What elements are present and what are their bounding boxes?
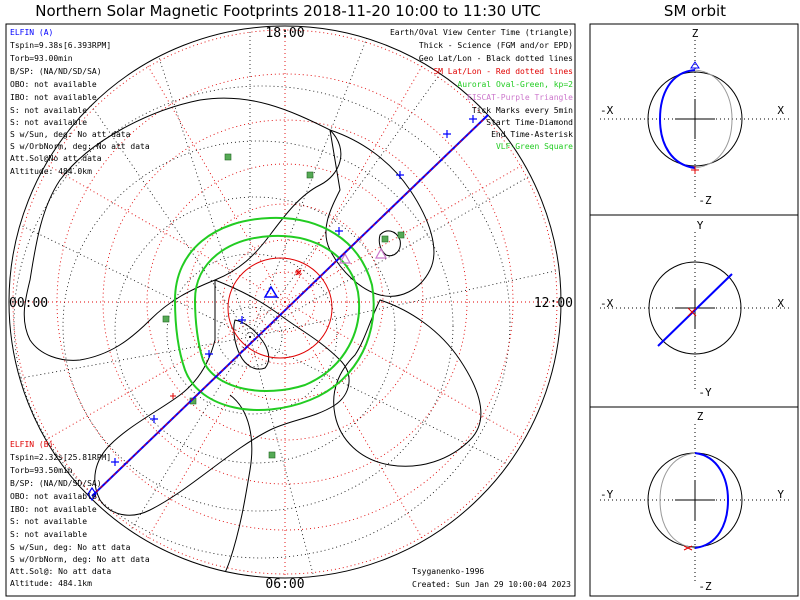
elfin-a-orbit <box>657 273 733 347</box>
axis-label-top: Z <box>697 410 704 423</box>
elfin-b-line: S w/Sun, deg: No att data <box>10 543 131 552</box>
elfin-a-line: Tspin=9.38s[6.393RPM] <box>10 41 111 50</box>
elfin-a-line: Torb=93.00min <box>10 54 73 63</box>
axis-label-right: X <box>777 297 784 310</box>
axis-label-left: -X <box>600 297 614 310</box>
elfin-a-tick-marks <box>111 115 477 466</box>
elfin-b-end-asterisk <box>295 269 302 276</box>
elfin-b-line: S: not available <box>10 517 87 526</box>
geo-lat-grid <box>13 85 511 559</box>
legend-entry: Start Time-Diamond <box>486 118 573 127</box>
eiscat-markers <box>338 247 388 264</box>
orbit-panel-yz: Z -Z -Y Y <box>600 410 790 593</box>
orbit-panel-xy: Y -Y -X X <box>600 219 790 399</box>
elfin-a-orbit <box>658 69 696 169</box>
elfin-b-line: S: not available <box>10 530 87 539</box>
orbit-title: SM orbit <box>664 2 726 20</box>
vlf-squares <box>162 153 405 459</box>
legend-entry: Tick Marks every 5min <box>472 106 573 115</box>
axis-label-right: Y <box>777 488 784 501</box>
created-timestamp: Created: Sun Jan 29 10:00:04 2023 <box>412 580 571 589</box>
elfin-a-line: IBO: not available <box>10 93 97 102</box>
legend-entry: Earth/Oval View Center Time (triangle) <box>390 28 573 37</box>
elfin-b-line: IBO: not available <box>10 505 97 514</box>
orbit-panel-xz: Z -Z -X X <box>600 27 790 207</box>
sm-pole-oval <box>227 257 333 359</box>
legend-entry: End Time-Asterisk <box>491 130 573 139</box>
auroral-oval <box>173 216 375 411</box>
orbit-frame <box>589 23 799 597</box>
elfin-a-orbit <box>694 452 730 549</box>
elfin-a-line: OBO: not available <box>10 80 97 89</box>
axis-label-left: -X <box>600 104 614 117</box>
legend-entry: Auroral Oval-Green, kp=2 <box>457 80 573 89</box>
axis-label-bottom: -Y <box>698 386 712 399</box>
elfin-a-center-triangle <box>263 285 279 298</box>
legend-entry: Thick - Science (FGM and/or EPD) <box>419 41 573 50</box>
elfin-b-line: B/SP: (NA/ND/SD/SA) <box>10 479 102 488</box>
axis-label-left: -Y <box>600 488 614 501</box>
elfin-b-name: ELFIN (B) <box>10 440 53 449</box>
coastlines <box>23 97 482 578</box>
model-credit: Tsyganenko-1996 <box>412 567 484 576</box>
legend-entry: SM Lat/Lon - Red dotted lines <box>433 67 573 76</box>
elfin-b-line: S w/OrbNorm, deg: No att data <box>10 555 150 564</box>
elfin-a-line: S w/OrbNorm, deg: No att data <box>10 142 150 151</box>
legend: Earth/Oval View Center Time (triangle) T… <box>390 28 573 151</box>
orbit-far-side <box>659 452 696 549</box>
elfin-a-line: S: not available <box>10 118 87 127</box>
elfin-b-line: Altitude: 484.1km <box>10 579 92 588</box>
axis-label-bottom: -Z <box>698 580 712 593</box>
elfin-b-line: Att.Sol@: No att data <box>10 567 111 576</box>
legend-entry: EISCAT-Purple Triangle <box>467 93 573 102</box>
elfin-b-track <box>95 117 486 493</box>
elfin-b-line: Torb=93.50min <box>10 466 73 475</box>
earth-circle <box>648 261 742 355</box>
sm-lon-grid <box>9 26 561 578</box>
axis-label-bottom: -Z <box>698 194 712 207</box>
mlt-label-left: 00:00 <box>9 296 48 311</box>
mlt-label-bottom: 06:00 <box>265 577 304 592</box>
axis-label-top: Z <box>692 27 699 40</box>
elfin-a-line: S: not available <box>10 106 87 115</box>
elfin-a-line: Altitude: 484.0km <box>10 167 92 176</box>
mlt-label-right: 12:00 <box>534 296 573 311</box>
elfin-a-start-diamond <box>87 486 97 502</box>
orbit-end-marker <box>691 166 699 174</box>
orbit-start-marker <box>690 61 700 69</box>
elfin-a-line: Att.Sol@No att data <box>10 154 102 163</box>
orbit-end-marker <box>687 307 697 317</box>
page-title: Northern Solar Magnetic Footprints 2018-… <box>35 2 540 20</box>
elfin-a-info: ELFIN (A) Tspin=9.38s[6.393RPM] Torb=93.… <box>10 28 150 176</box>
orbit-far-side <box>694 69 733 169</box>
elfin-a-track-line <box>91 114 489 497</box>
elfin-b-line: OBO: not available <box>10 492 97 501</box>
legend-entry: Geo Lat/Lon - Black dotted lines <box>419 54 573 63</box>
orbit-end-marker <box>683 545 693 551</box>
geo-lon-grid <box>9 29 561 578</box>
map-frame <box>5 23 576 597</box>
legend-entry: VLF-Green Square <box>496 142 573 151</box>
axis-label-right: X <box>777 104 784 117</box>
elfin-b-info: ELFIN (B) Tspin=2.32s[25.81RPM] Torb=93.… <box>10 440 150 588</box>
elfin-a-name: ELFIN (A) <box>10 28 53 37</box>
elfin-b-line: Tspin=2.32s[25.81RPM] <box>10 453 111 462</box>
axis-label-top: Y <box>697 219 704 232</box>
elfin-a-line: S w/Sun, deg: No att data <box>10 130 131 139</box>
elfin-a-line: B/SP: (NA/ND/SD/SA) <box>10 67 102 76</box>
elfin-b-tick <box>170 393 176 399</box>
mlt-label-top: 18:00 <box>265 26 304 41</box>
